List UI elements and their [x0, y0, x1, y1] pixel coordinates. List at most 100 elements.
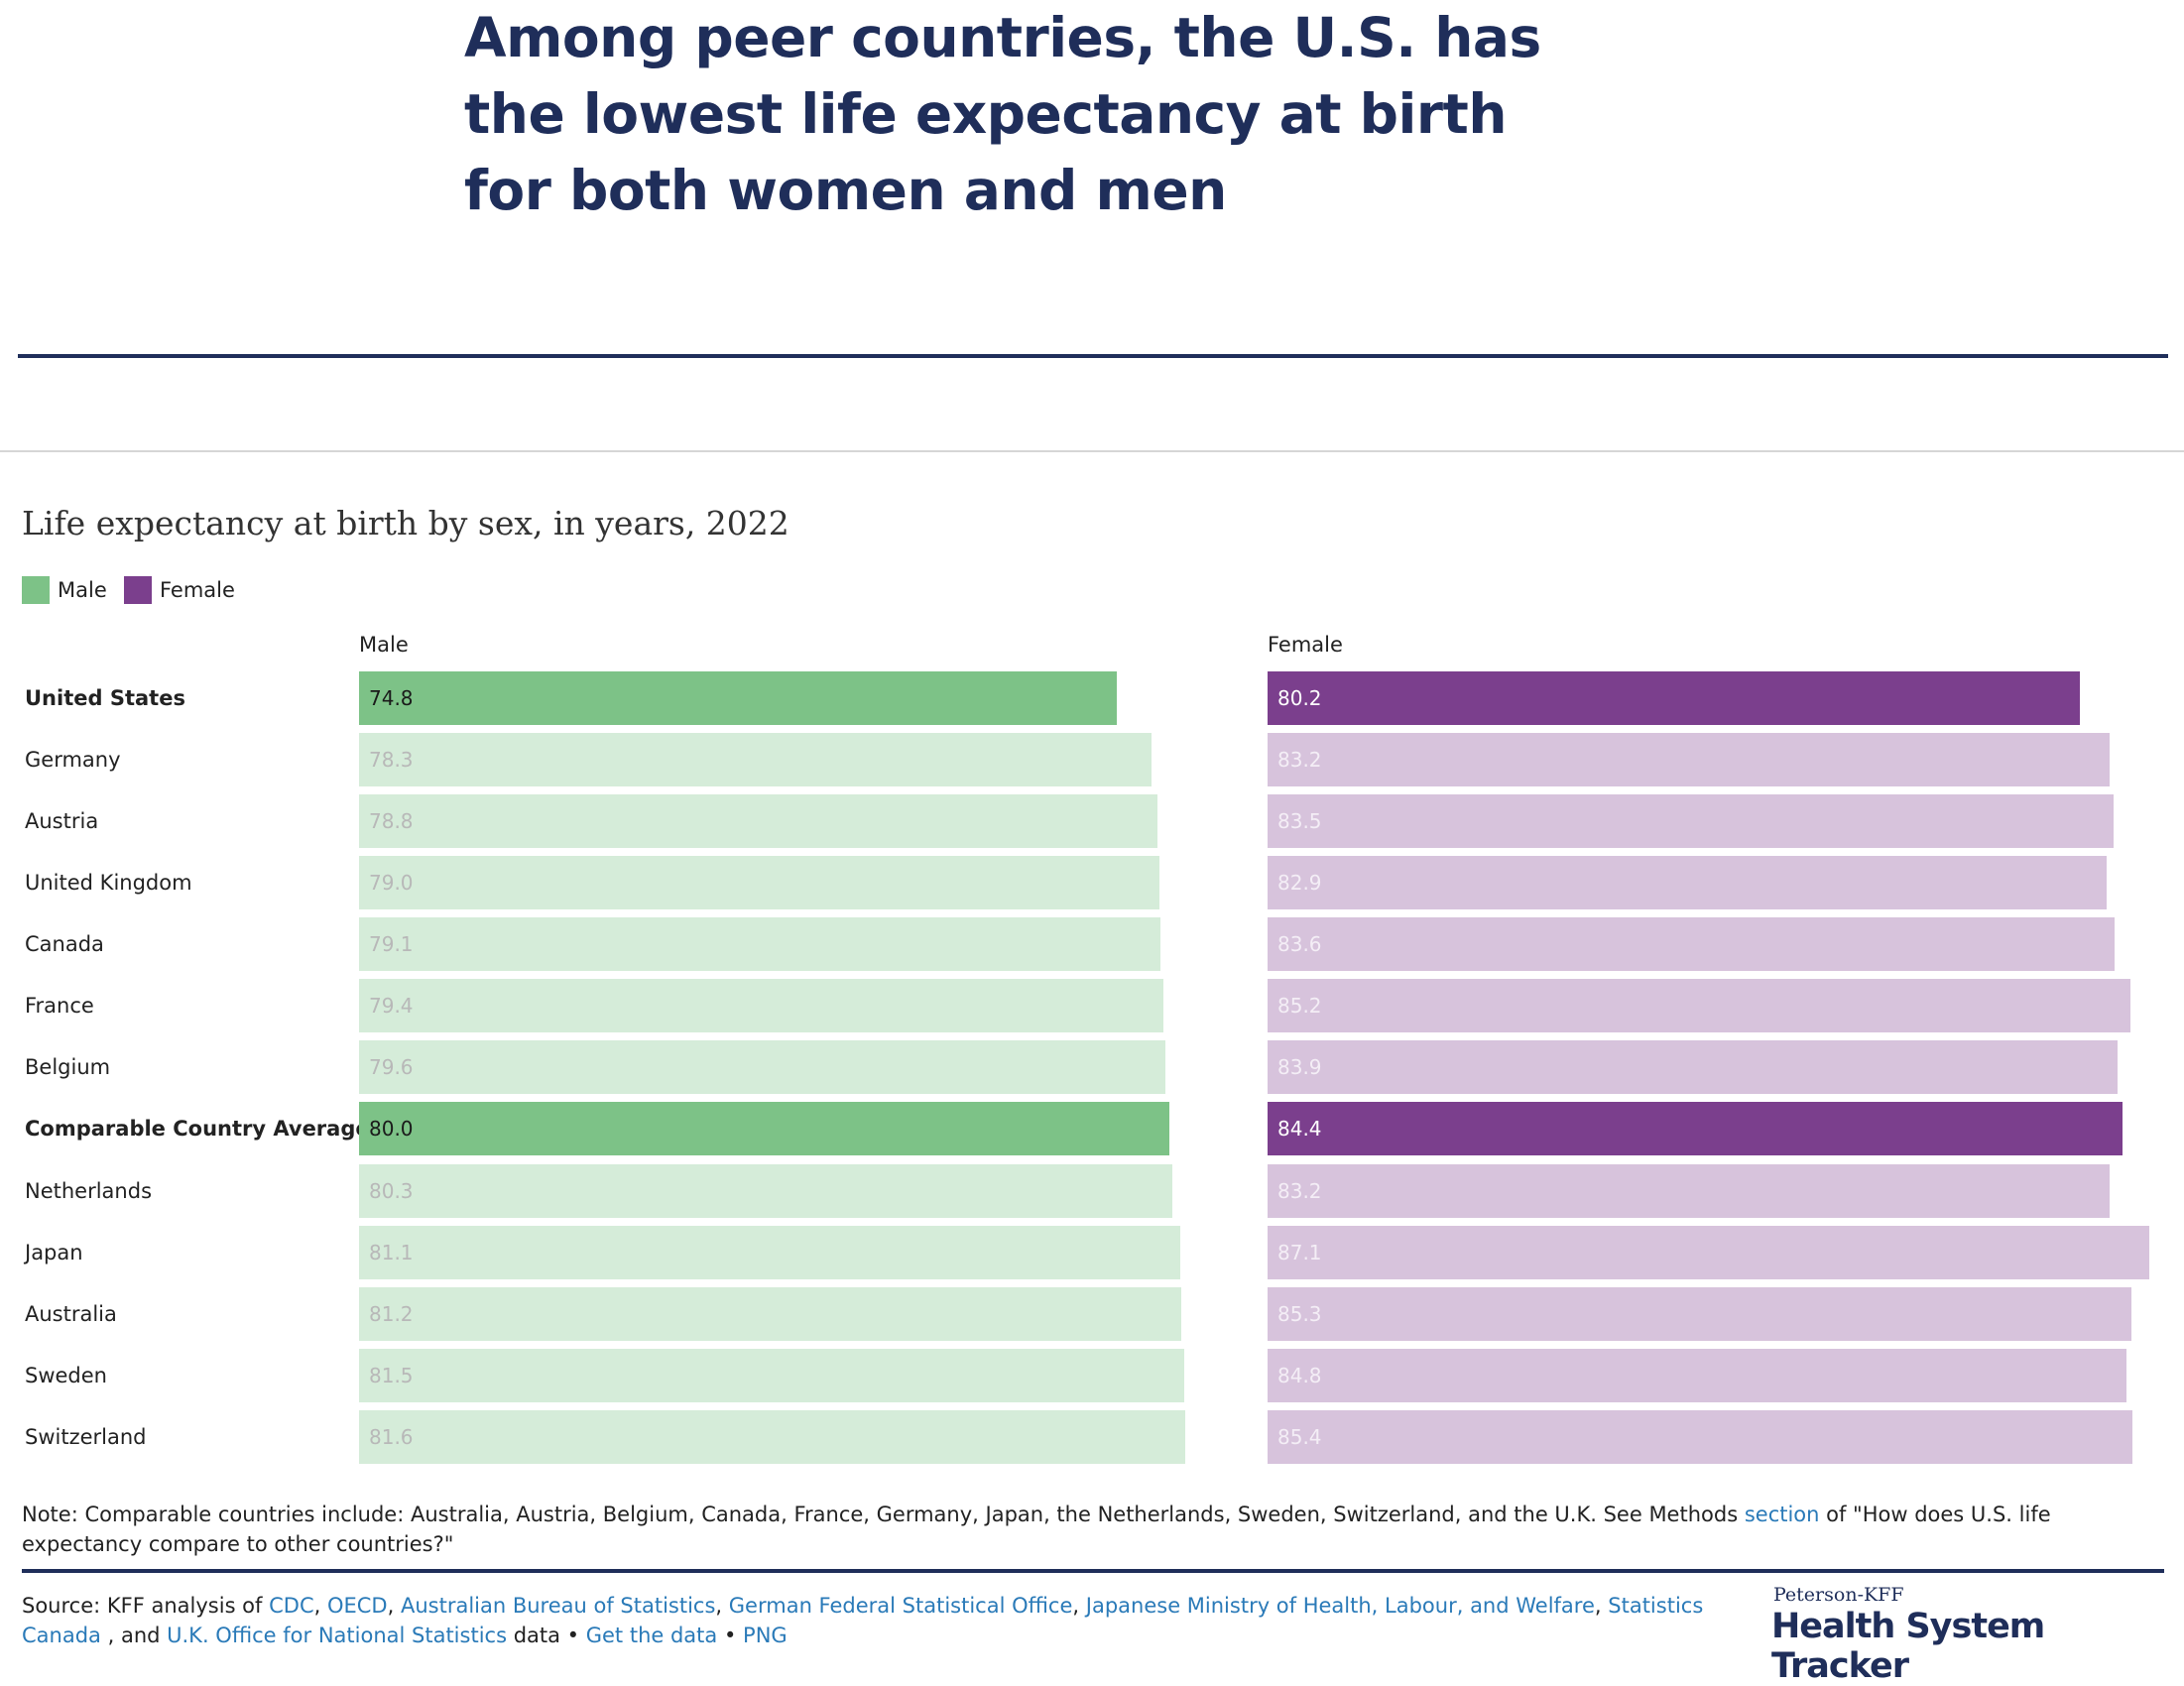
data-label: 74.8 — [369, 686, 414, 710]
data-label: 78.8 — [369, 809, 414, 834]
data-label: 81.1 — [369, 1240, 414, 1264]
legend-label-female: Female — [160, 578, 235, 602]
column-header-male: Male — [359, 633, 409, 657]
data-label: 78.3 — [369, 748, 414, 773]
source-link[interactable]: Australian Bureau of Statistics — [400, 1594, 716, 1618]
bar-female-france[interactable]: 85.2 — [1268, 979, 2130, 1033]
bar-female-comparable-country-average[interactable]: 84.4 — [1268, 1102, 2123, 1156]
legend-label-male: Male — [58, 578, 107, 602]
column-header-female: Female — [1268, 633, 1343, 657]
bar-male-japan[interactable]: 81.1 — [359, 1225, 1181, 1279]
data-label: 84.8 — [1277, 1363, 1322, 1387]
chart-title: Life expectancy at birth by sex, in year… — [22, 504, 789, 542]
bar-female-belgium[interactable]: 83.9 — [1268, 1040, 2118, 1095]
chart-note: Note: Comparable countries include: Aust… — [22, 1500, 2154, 1559]
bar-female-germany[interactable]: 83.2 — [1268, 733, 2111, 787]
source-link[interactable]: Statistics Canada — [22, 1594, 1704, 1647]
data-label: 85.4 — [1277, 1424, 1322, 1449]
data-label: 82.9 — [1277, 871, 1322, 896]
bar-male-france[interactable]: 79.4 — [359, 979, 1163, 1033]
source-link[interactable]: U.K. Office for National Statistics — [167, 1624, 508, 1647]
source-link[interactable]: OECD — [326, 1594, 388, 1618]
bar-male-australia[interactable]: 81.2 — [359, 1286, 1182, 1341]
source-text: , — [1072, 1594, 1086, 1618]
row-label-france: France — [25, 994, 94, 1019]
data-label: 85.2 — [1277, 994, 1322, 1019]
bar-male-canada[interactable]: 79.1 — [359, 917, 1160, 972]
bar-female-netherlands[interactable]: 83.2 — [1268, 1163, 2111, 1218]
source-text: , and — [100, 1624, 168, 1647]
data-label: 79.1 — [369, 932, 414, 957]
section-divider — [0, 450, 2184, 452]
bar-male-austria[interactable]: 78.8 — [359, 794, 1157, 849]
logo-peterson-kff: Peterson-KFF — [1773, 1584, 1904, 1606]
footer-divider — [22, 1569, 2164, 1573]
data-label: 83.5 — [1277, 809, 1322, 834]
bar-male-belgium[interactable]: 79.6 — [359, 1040, 1165, 1095]
row-label-canada: Canada — [25, 932, 104, 957]
row-label-comparable-country-average: Comparable Country Average — [25, 1117, 370, 1142]
row-label-switzerland: Switzerland — [25, 1424, 147, 1449]
bar-female-united-kingdom[interactable]: 82.9 — [1268, 856, 2108, 910]
bar-female-japan[interactable]: 87.1 — [1268, 1225, 2150, 1279]
bar-female-australia[interactable]: 85.3 — [1268, 1286, 2131, 1341]
row-label-belgium: Belgium — [25, 1055, 111, 1080]
source-link[interactable]: Get the data — [585, 1624, 718, 1647]
source-text: , — [387, 1594, 401, 1618]
data-label: 80.2 — [1277, 686, 1322, 710]
data-label: 81.2 — [369, 1301, 414, 1326]
note-section-link[interactable]: section — [1744, 1503, 1820, 1526]
data-label: 83.2 — [1277, 748, 1322, 773]
bar-female-united-states[interactable]: 80.2 — [1268, 671, 2080, 725]
bar-male-united-kingdom[interactable]: 79.0 — [359, 856, 1159, 910]
source-text: data • — [507, 1624, 586, 1647]
row-label-sweden: Sweden — [25, 1363, 107, 1387]
bar-male-sweden[interactable]: 81.5 — [359, 1348, 1185, 1402]
bar-male-switzerland[interactable]: 81.6 — [359, 1409, 1186, 1464]
bar-female-canada[interactable]: 83.6 — [1268, 917, 2115, 972]
bar-female-sweden[interactable]: 84.8 — [1268, 1348, 2126, 1402]
source-line: Source: KFF analysis of CDC, OECD, Austr… — [22, 1591, 1708, 1650]
legend-item-male[interactable]: Male — [22, 576, 107, 604]
data-label: 81.5 — [369, 1363, 414, 1387]
row-label-netherlands: Netherlands — [25, 1178, 153, 1203]
data-label: 79.4 — [369, 994, 414, 1019]
row-label-japan: Japan — [25, 1240, 83, 1264]
data-label: 79.6 — [369, 1055, 414, 1080]
data-label: 87.1 — [1277, 1240, 1322, 1264]
bar-male-comparable-country-average[interactable]: 80.0 — [359, 1102, 1169, 1156]
source-text: Source: KFF analysis of — [22, 1594, 270, 1618]
source-text: , — [715, 1594, 729, 1618]
source-text: • — [717, 1624, 744, 1647]
legend-swatch-female — [124, 576, 152, 604]
bar-male-united-states[interactable]: 74.8 — [359, 671, 1117, 725]
data-label: 83.9 — [1277, 1055, 1322, 1080]
logo-health-system-tracker: Health System Tracker — [1771, 1607, 2045, 1686]
bar-female-austria[interactable]: 83.5 — [1268, 794, 2114, 849]
data-label: 80.0 — [369, 1117, 414, 1142]
source-link[interactable]: CDC — [269, 1594, 314, 1618]
bar-male-netherlands[interactable]: 80.3 — [359, 1163, 1172, 1218]
data-label: 81.6 — [369, 1424, 414, 1449]
data-label: 79.0 — [369, 871, 414, 896]
data-label: 83.6 — [1277, 932, 1322, 957]
source-text: , — [313, 1594, 327, 1618]
legend-item-female[interactable]: Female — [124, 576, 235, 604]
note-text-end: of "How does U.S. life expectancy compar… — [22, 1503, 2051, 1556]
source-link[interactable]: Japanese Ministry of Health, Labour, and… — [1085, 1594, 1595, 1618]
note-text: Note: Comparable countries include: Aust… — [22, 1503, 1745, 1526]
row-label-united-states: United States — [25, 686, 185, 710]
source-link[interactable]: PNG — [743, 1624, 788, 1647]
data-label: 85.3 — [1277, 1301, 1322, 1326]
row-label-germany: Germany — [25, 748, 121, 773]
source-link[interactable]: German Federal Statistical Office — [728, 1594, 1073, 1618]
source-text: , — [1594, 1594, 1609, 1618]
row-label-australia: Australia — [25, 1301, 117, 1326]
bar-female-switzerland[interactable]: 85.4 — [1268, 1409, 2132, 1464]
legend-swatch-male — [22, 576, 50, 604]
page-headline: Among peer countries, the U.S. has the l… — [464, 6, 1541, 222]
row-label-united-kingdom: United Kingdom — [25, 871, 192, 896]
bar-male-germany[interactable]: 78.3 — [359, 733, 1153, 787]
data-label: 80.3 — [369, 1178, 414, 1203]
headline-divider — [18, 354, 2168, 358]
